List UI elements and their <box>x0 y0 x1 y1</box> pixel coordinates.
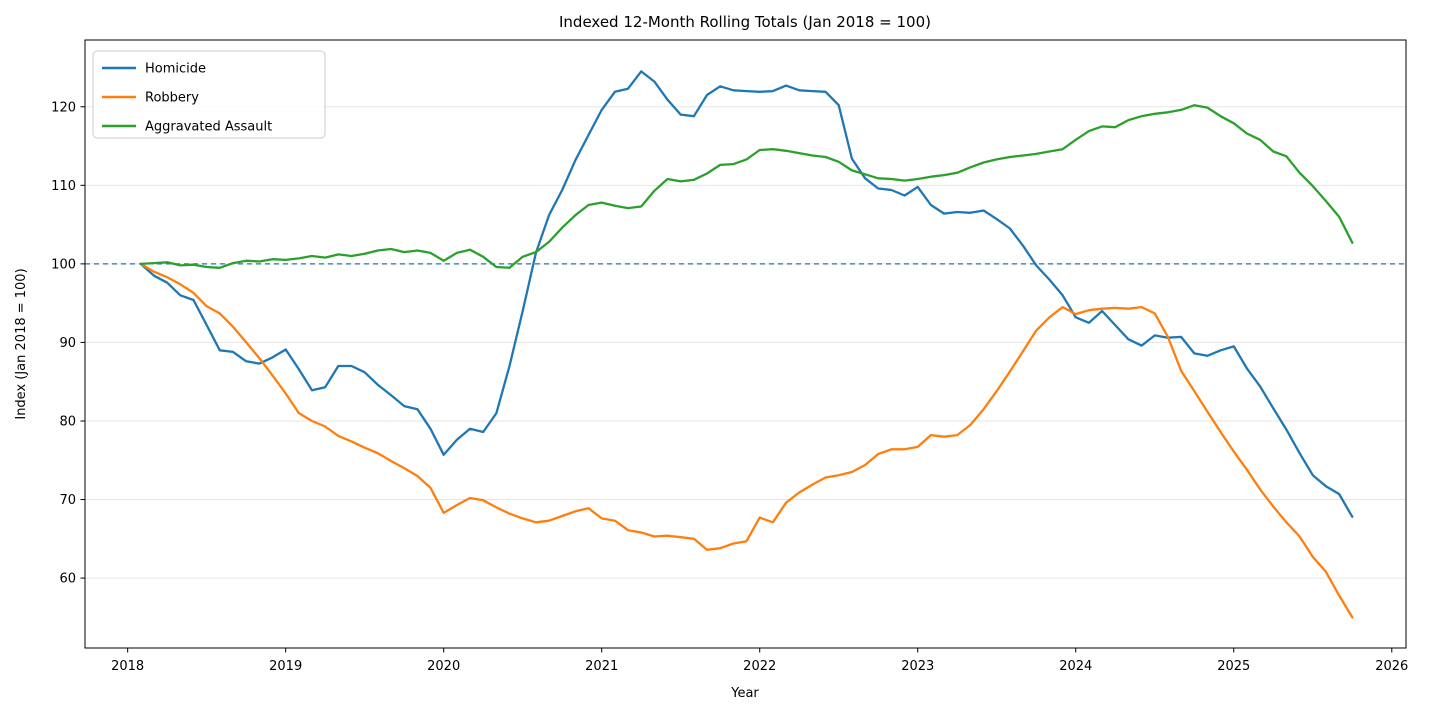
chart-title: Indexed 12-Month Rolling Totals (Jan 201… <box>559 13 931 31</box>
legend-label: Homicide <box>145 62 206 77</box>
legend-box <box>92 50 326 139</box>
x-tick-label: 2021 <box>585 659 618 674</box>
x-tick-label: 2022 <box>743 659 776 674</box>
y-axis-label: Index (Jan 2018 = 100) <box>14 268 29 419</box>
x-tick-label: 2018 <box>111 659 144 674</box>
x-tick-label: 2020 <box>427 659 460 674</box>
gridlines <box>85 106 1406 579</box>
legend-item-aggravated-assault: Aggravated Assault <box>102 120 272 135</box>
y-tick-label: 70 <box>59 493 76 508</box>
series-lines <box>139 70 1354 619</box>
x-tick-label: 2025 <box>1217 659 1250 674</box>
legend-label: Aggravated Assault <box>145 120 272 135</box>
legend: Homicide Robbery Aggravated Assault <box>92 50 326 139</box>
y-tick-label: 90 <box>59 336 76 351</box>
legend-item-robbery: Robbery <box>102 91 199 106</box>
series-line-aggravated-assault <box>139 104 1354 269</box>
series-line-robbery <box>139 262 1354 619</box>
plot-border <box>84 39 1407 649</box>
x-tick-label: 2019 <box>269 659 302 674</box>
series-line-homicide <box>139 70 1354 518</box>
y-tick-label: 100 <box>51 257 76 272</box>
axes: 2018 2019 2020 2021 2022 2023 2024 2025 2026 60 70… <box>51 39 1408 674</box>
x-axis-label: Year <box>730 686 759 701</box>
y-tick-label: 80 <box>59 414 76 429</box>
legend-label: Robbery <box>145 91 199 106</box>
x-tick-label: 2023 <box>901 659 934 674</box>
legend-item-homicide: Homicide <box>102 62 206 77</box>
x-tick-label: 2024 <box>1059 659 1092 674</box>
x-tick-label: 2026 <box>1375 659 1408 674</box>
y-tick-label: 60 <box>59 572 76 587</box>
y-tick-label: 110 <box>51 179 76 194</box>
y-tick-label: 120 <box>51 100 76 115</box>
